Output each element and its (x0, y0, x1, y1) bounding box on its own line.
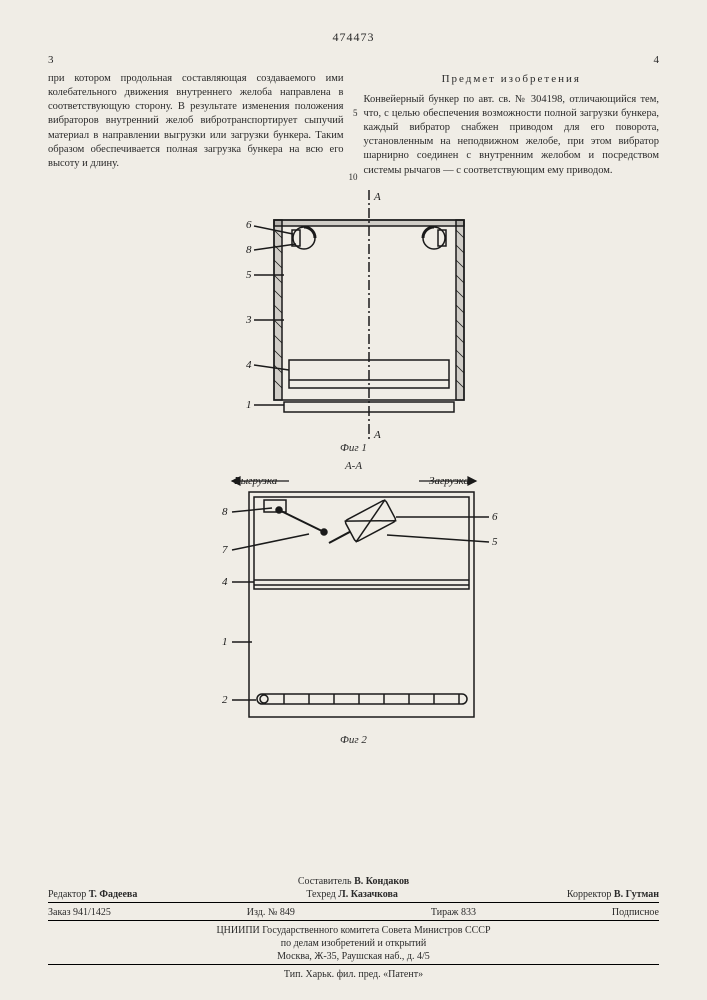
f2-6: 6 (492, 511, 498, 523)
doc-number: 474473 (48, 30, 659, 45)
claim-title: Предмет изобретения (364, 72, 660, 87)
tirazh: Тираж 833 (431, 907, 476, 918)
sec-top: А (373, 191, 381, 203)
fig2-section: A-A (48, 460, 659, 472)
fig1-svg: А A (204, 190, 504, 440)
org2: по делам изобретений и открытий (48, 938, 659, 949)
lbl-1: 1 (246, 399, 252, 411)
corrector: В. Гутман (614, 889, 659, 900)
lbl-5: 5 (246, 269, 252, 281)
lbl-3: 3 (245, 314, 252, 326)
lbl-4: 4 (246, 359, 252, 371)
figure-2: A-A Выгрузка Загрузка (48, 460, 659, 746)
lbl-6: 6 (246, 219, 252, 231)
col-num-left: 3 (48, 53, 344, 68)
compiler: В. Кондаков (354, 876, 409, 887)
printer: Тип. Харьк. фил. пред. «Патент» (48, 969, 659, 980)
fig1-caption: Фиг 1 (48, 442, 659, 454)
line-num-5: 5 (348, 107, 358, 119)
lbl-8: 8 (246, 244, 252, 256)
line-num-10: 10 (348, 171, 358, 183)
corrector-label: Корректор (567, 889, 612, 900)
techred: Л. Казачкова (338, 889, 398, 900)
f2-5: 5 (492, 536, 498, 548)
figure-1: А A (48, 190, 659, 454)
editor-label: Редактор (48, 889, 86, 900)
left-body: при котором продольная составляющая созд… (48, 73, 344, 169)
izd: Изд. № 849 (247, 907, 295, 918)
f2-2: 2 (222, 694, 228, 706)
left-column: 3 при котором продольная составляющая со… (48, 53, 344, 178)
org1: ЦНИИПИ Государственного комитета Совета … (48, 925, 659, 936)
addr: Москва, Ж-35, Раушская наб., д. 4/5 (48, 951, 659, 962)
col-num-right: 4 (364, 53, 660, 68)
order: Заказ 941/1425 (48, 907, 111, 918)
fig2-svg: Выгрузка Загрузка (194, 472, 514, 732)
compiler-label: Составитель (298, 876, 352, 887)
techred-label: Техред (306, 889, 335, 900)
text-columns: 3 при котором продольная составляющая со… (48, 53, 659, 178)
f2-4: 4 (222, 576, 228, 588)
f2-8: 8 (222, 506, 228, 518)
podpisnoe: Подписное (612, 907, 659, 918)
fig2-caption: Фиг 2 (48, 734, 659, 746)
f2-7: 7 (222, 544, 228, 556)
f2-1: 1 (222, 636, 228, 648)
sec-bot: A (373, 429, 381, 440)
editor: Т. Фадеева (89, 889, 138, 900)
right-column: 4 Предмет изобретения 5 10 Конвейерный б… (364, 53, 660, 178)
footer: Составитель В. Кондаков Редактор Т. Фаде… (48, 874, 659, 982)
right-body: Конвейерный бункер по авт. св. № 304198,… (364, 94, 660, 176)
